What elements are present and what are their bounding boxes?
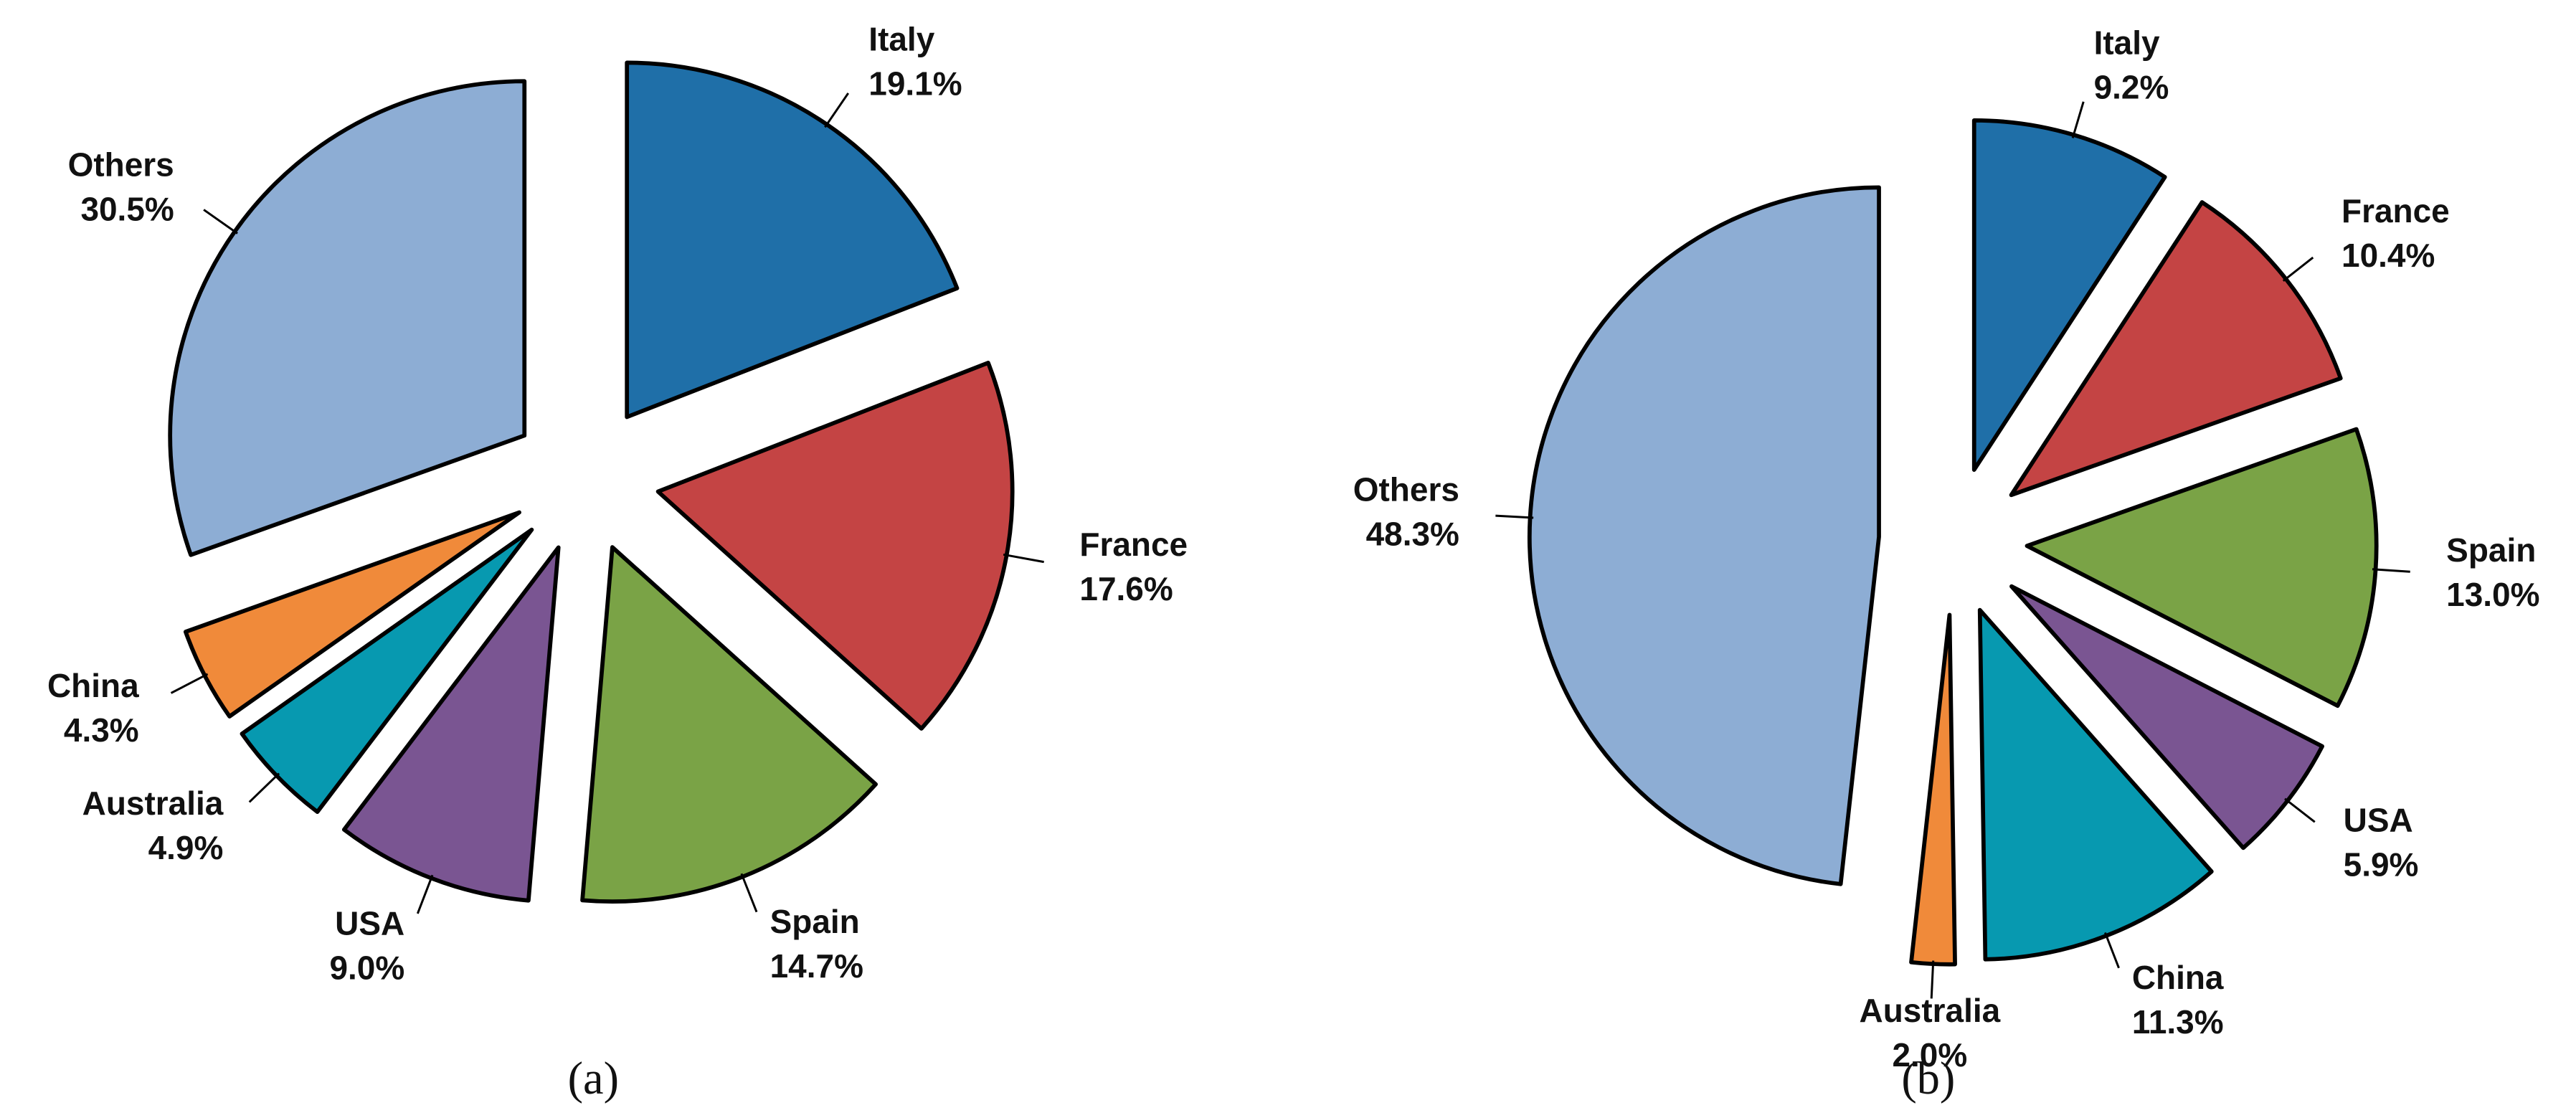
value-label: 14.7%: [770, 947, 863, 985]
leader-line: [2071, 101, 2085, 138]
value-label: 19.1%: [868, 65, 962, 102]
caption: (a): [568, 1053, 619, 1104]
value-label: 17.6%: [1079, 570, 1173, 607]
pie-slice: [1909, 612, 1957, 967]
value-label: 4.9%: [148, 829, 224, 866]
pie-slice: [168, 79, 527, 557]
leader-line: [1495, 514, 1534, 519]
value-label: 48.3%: [1366, 516, 1459, 553]
pie-slice: [1527, 185, 1881, 886]
value-label: 10.4%: [2341, 237, 2435, 274]
value-label: 9.2%: [2094, 69, 2169, 106]
slice-label: France: [2341, 192, 2450, 229]
leader-line: [416, 874, 434, 914]
leader-line: [824, 93, 850, 128]
leader-line: [203, 209, 238, 235]
leader-line: [1003, 553, 1044, 564]
value-label: 11.3%: [2132, 1003, 2224, 1041]
leader-line: [170, 673, 209, 694]
caption: (b): [1901, 1053, 1955, 1104]
slice-label: France: [1079, 526, 1188, 563]
slice-label: USA: [2344, 802, 2413, 839]
leader-line: [2282, 256, 2314, 282]
slice-label: Others: [68, 146, 174, 184]
slice-label: Italy: [2094, 24, 2160, 62]
leader-line: [2372, 568, 2410, 573]
slice-label: China: [47, 667, 139, 704]
leader-line: [2104, 932, 2120, 969]
slice-label: China: [2132, 959, 2224, 996]
leader-line: [248, 772, 280, 803]
value-label: 30.5%: [80, 191, 174, 228]
value-label: 2.0%: [1892, 1036, 1967, 1074]
leader-line: [740, 873, 758, 913]
slice-label: Spain: [770, 903, 860, 940]
value-label: 4.3%: [64, 711, 139, 749]
leader-line: [2284, 797, 2316, 823]
value-label: 13.0%: [2446, 576, 2539, 613]
pie-slice: [625, 60, 960, 420]
slice-label: Australia: [82, 785, 224, 822]
slice-label: Australia: [1860, 992, 2001, 1029]
slice-label: Spain: [2446, 531, 2536, 569]
value-label: 5.9%: [2344, 846, 2419, 883]
leader-line: [1930, 960, 1935, 999]
slice-label: Others: [1353, 471, 1459, 508]
slice-label: USA: [335, 904, 404, 942]
slice-label: Italy: [868, 20, 934, 57]
value-label: 9.0%: [329, 949, 404, 986]
